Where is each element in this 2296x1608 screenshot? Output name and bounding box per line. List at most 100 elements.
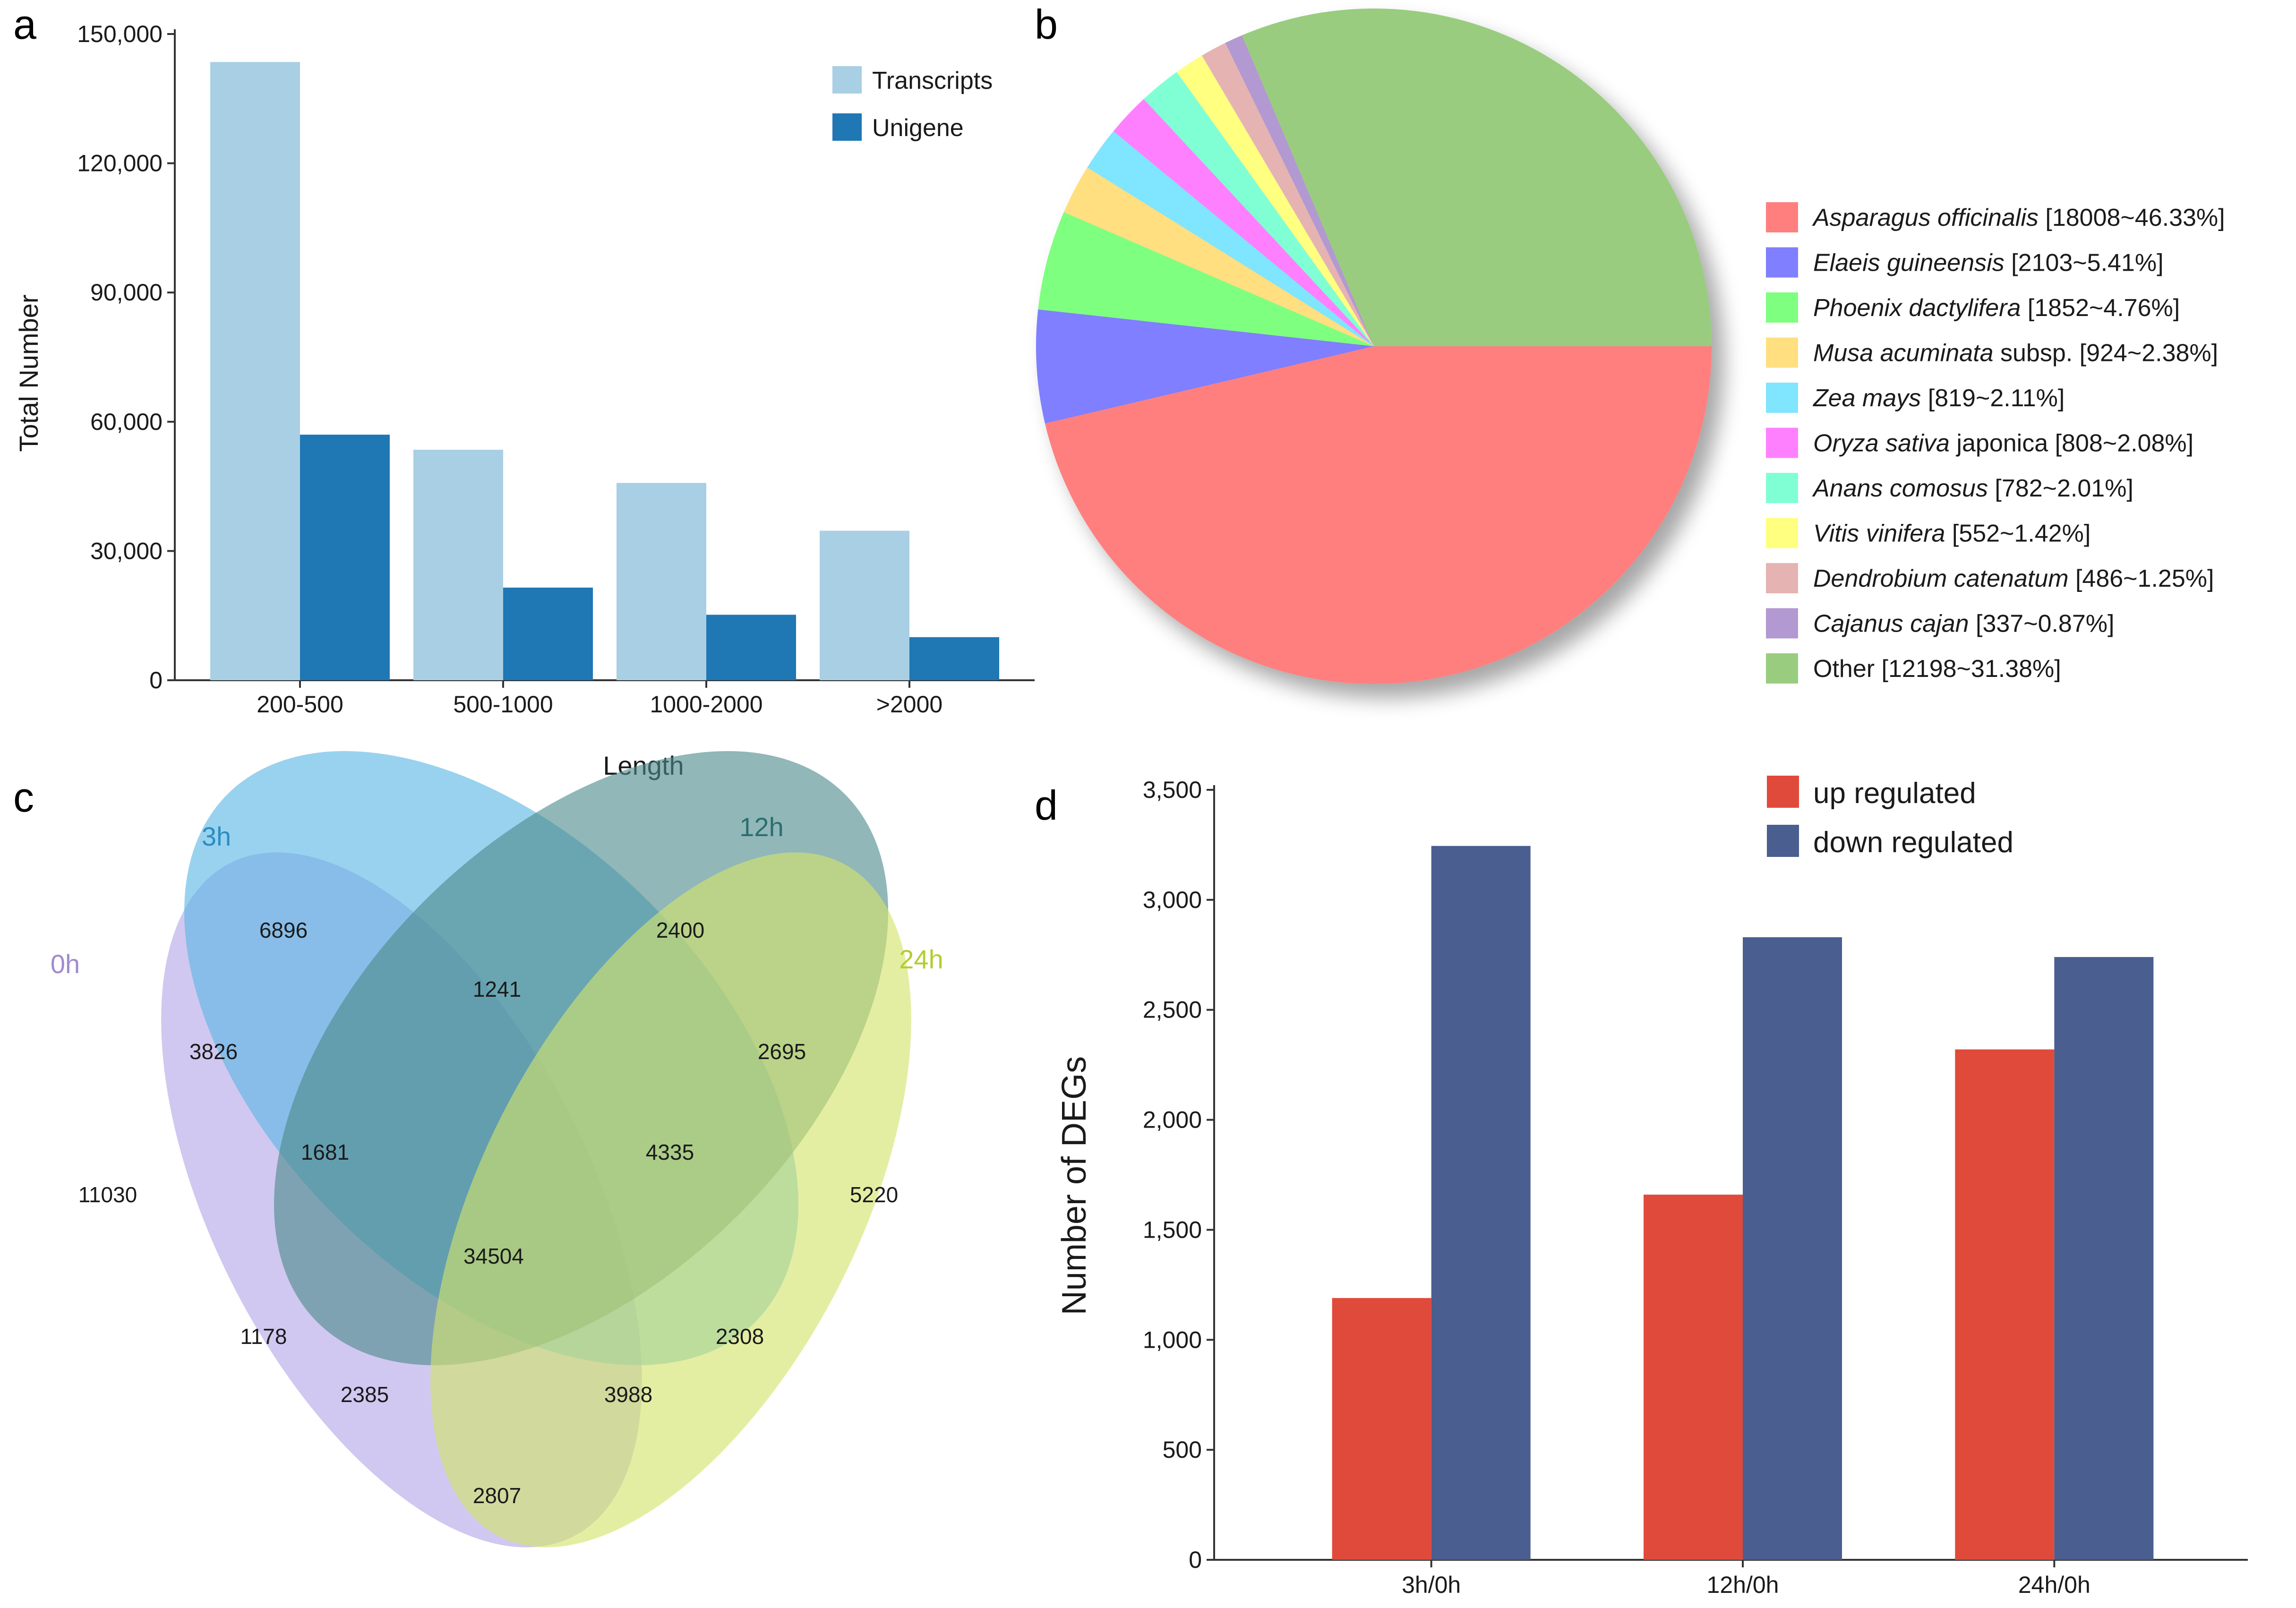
x-tick-label: 12h/0h <box>1707 1572 1779 1598</box>
panel-c-letter: c <box>13 774 34 821</box>
legend-swatch-transcripts <box>832 66 862 94</box>
bar-transcripts-2 <box>617 483 706 680</box>
y-tick-label: 120,000 <box>77 150 163 177</box>
bar-up-regulated-1 <box>1644 1194 1743 1560</box>
legend-species-name: Zea mays <box>1812 385 1921 412</box>
y-tick-label: 30,000 <box>90 538 163 564</box>
pie-slice-vitis-vinifera <box>1176 55 1374 346</box>
legend-count: [337~0.87%] <box>1969 610 2115 638</box>
legend-swatch-up-regulated <box>1767 776 1799 808</box>
legend-species-name: Cajanus cajan <box>1813 610 1969 638</box>
legend-count: [924~2.38%] <box>2073 340 2218 367</box>
bar-down-regulated-1 <box>1743 937 1842 1560</box>
legend-species-name: Phoenix dactylifera <box>1813 294 2021 322</box>
legend-label-elaeis-guineensis: Elaeis guineensis [2103~5.41%] <box>1813 249 2164 277</box>
venn-region-24h: 5220 <box>850 1182 898 1207</box>
y-tick-label: 90,000 <box>90 279 163 306</box>
bar-up-regulated-0 <box>1332 1298 1431 1560</box>
legend-label-vitis-vinifera: Vitis vinifera [552~1.42%] <box>1813 520 2090 547</box>
y-tick-label: 500 <box>1163 1437 1202 1463</box>
venn-region-0h-3h-24h: 3988 <box>604 1382 652 1407</box>
panel-a-legend: Transcripts Unigene <box>832 66 993 142</box>
x-tick-label: 1000-2000 <box>650 691 762 718</box>
legend-species-name: Musa acuminata <box>1813 340 1994 367</box>
panel-b-letter: b <box>1035 1 1058 48</box>
legend-count: [782~2.01%] <box>1988 475 2133 502</box>
legend-species-name: Asparagus officinalis <box>1812 204 2039 231</box>
venn-label-24h: 24h <box>899 944 943 974</box>
legend-label-oryza-sativa: Oryza sativa japonica [808~2.08%] <box>1813 430 2193 457</box>
panel-c-venn-diagram: c 0h 3h 12h 24h 11030 6896 2400 5220 382… <box>13 751 943 1548</box>
venn-region-3h-24h: 2308 <box>716 1324 764 1349</box>
y-tick-label: 2,000 <box>1143 1107 1202 1133</box>
panel-c-set-labels: 0h 3h 12h 24h <box>51 812 943 979</box>
panel-d-y-axis-title: Number of DEGs <box>1055 1056 1093 1315</box>
bar-transcripts-0 <box>210 62 300 680</box>
pie-slice-phoenix-dactylifera <box>1038 212 1374 346</box>
venn-region-0h-12h: 1178 <box>240 1324 287 1349</box>
y-tick-label: 60,000 <box>90 409 163 435</box>
legend-label-anans-comosus: Anans comosus [782~2.01%] <box>1812 475 2133 502</box>
x-tick-label: 24h/0h <box>2018 1572 2090 1598</box>
legend-species-name: Vitis vinifera <box>1813 520 1945 547</box>
legend-count: [18008~46.33%] <box>2039 204 2225 231</box>
panel-c-ellipses <box>161 751 911 1548</box>
legend-swatch-asparagus-officinalis <box>1766 202 1798 232</box>
legend-swatch-phoenix-dactylifera <box>1766 292 1798 323</box>
legend-swatch-oryza-sativa <box>1766 428 1798 458</box>
legend-swatch-other <box>1766 653 1798 684</box>
bar-transcripts-1 <box>413 450 503 680</box>
venn-region-0h: 11030 <box>78 1182 137 1207</box>
legend-label-other: Other [12198~31.38%] <box>1813 655 2061 683</box>
bar-up-regulated-2 <box>1955 1049 2055 1560</box>
pie-slice-oryza-sativa <box>1113 99 1374 346</box>
legend-species-suffix: Other <box>1813 655 1875 683</box>
legend-species-suffix: subsp. <box>1994 340 2073 367</box>
legend-swatch-down-regulated <box>1767 825 1799 857</box>
x-tick-label: >2000 <box>876 691 942 718</box>
x-tick-label: 3h/0h <box>1402 1572 1461 1598</box>
panel-a-bars <box>210 62 999 680</box>
y-tick-label: 3,500 <box>1143 777 1202 803</box>
venn-region-0h-3h-12h: 1681 <box>301 1140 349 1164</box>
venn-region-3h-12h-24h: 4335 <box>646 1140 694 1164</box>
legend-swatch-elaeis-guineensis <box>1766 247 1798 278</box>
y-tick-label: 1,500 <box>1143 1216 1202 1243</box>
legend-label-dendrobium-catenatum: Dendrobium catenatum [486~1.25%] <box>1813 565 2214 592</box>
x-tick-label: 500-1000 <box>453 691 553 718</box>
panel-a-y-axis-title: Total Number <box>14 294 43 452</box>
legend-count: [12198~31.38%] <box>1875 655 2061 683</box>
pie-slice-asparagus-officinalis <box>1045 346 1712 684</box>
venn-region-3h-12h: 1241 <box>473 977 521 1001</box>
panel-c-region-counts: 11030 6896 2400 5220 3826 1241 2695 1681… <box>78 918 898 1508</box>
venn-region-12h: 2400 <box>656 918 704 942</box>
panel-a-axes: 0 30,000 60,000 90,000 120,000 150,000 200-500… <box>77 21 1035 718</box>
venn-ellipse-24h <box>430 852 911 1548</box>
panel-a-bar-chart: a 0 30,000 60,000 90,000 120,000 150,000 200-5… <box>13 1 1035 780</box>
panel-b-pie <box>1036 9 1712 684</box>
panel-d-bar-chart: d 0 500 1,000 1,500 2,000 2,500 3,000 3,500 3h/0… <box>1035 776 2248 1598</box>
y-tick-label: 0 <box>149 667 163 693</box>
y-tick-label: 2,500 <box>1143 997 1202 1023</box>
legend-label-down-regulated: down regulated <box>1813 826 2013 859</box>
bar-unigene-2 <box>706 615 796 680</box>
legend-count: [1852~4.76%] <box>2021 294 2180 322</box>
venn-region-all: 34504 <box>463 1244 524 1268</box>
y-tick-label: 1,000 <box>1143 1326 1202 1353</box>
legend-swatch-musa-acuminata <box>1766 337 1798 368</box>
legend-swatch-anans-comosus <box>1766 473 1798 503</box>
legend-species-name: Oryza sativa <box>1813 430 1950 457</box>
pie-slice-anans-comosus <box>1143 72 1374 346</box>
bar-unigene-3 <box>909 637 999 680</box>
legend-count: [486~1.25%] <box>2069 565 2214 592</box>
legend-swatch-cajanus-cajan <box>1766 608 1798 639</box>
bar-unigene-1 <box>503 587 593 680</box>
venn-region-0h-12h-24h: 2385 <box>341 1382 389 1407</box>
legend-count: [2103~5.41%] <box>2005 249 2164 277</box>
pie-slice-zea-mays <box>1087 131 1374 346</box>
legend-species-name: Dendrobium catenatum <box>1813 565 2069 592</box>
legend-count: [819~2.11%] <box>1921 385 2065 412</box>
pie-slice-elaeis-guineensis <box>1036 309 1374 424</box>
legend-species-name: Anans comosus <box>1812 475 1988 502</box>
